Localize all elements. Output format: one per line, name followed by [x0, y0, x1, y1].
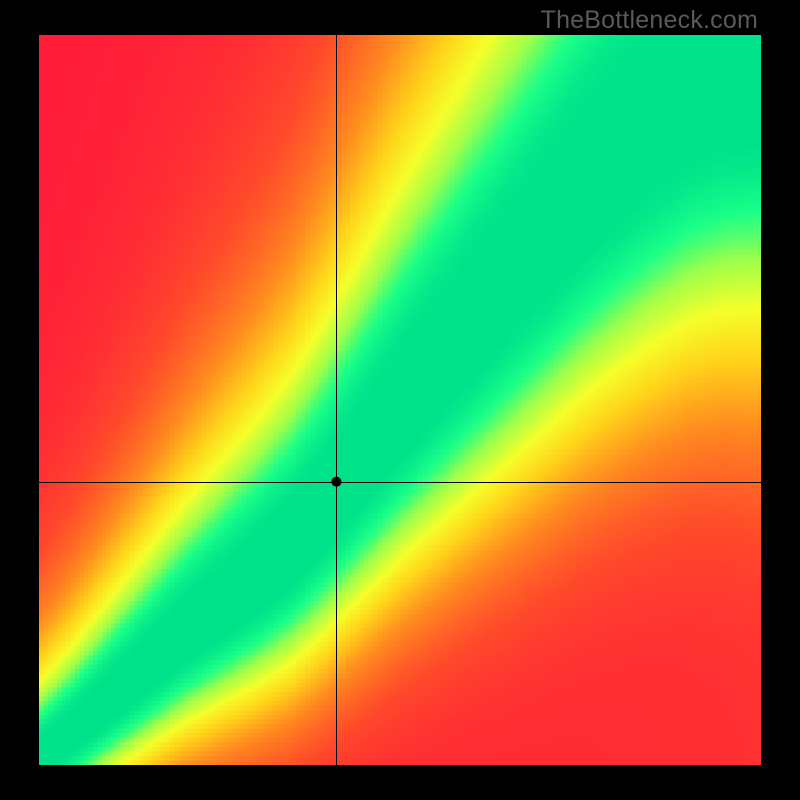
- chart-container: TheBottleneck.com: [0, 0, 800, 800]
- watermark-text: TheBottleneck.com: [541, 6, 758, 35]
- crosshair-overlay: [39, 35, 761, 765]
